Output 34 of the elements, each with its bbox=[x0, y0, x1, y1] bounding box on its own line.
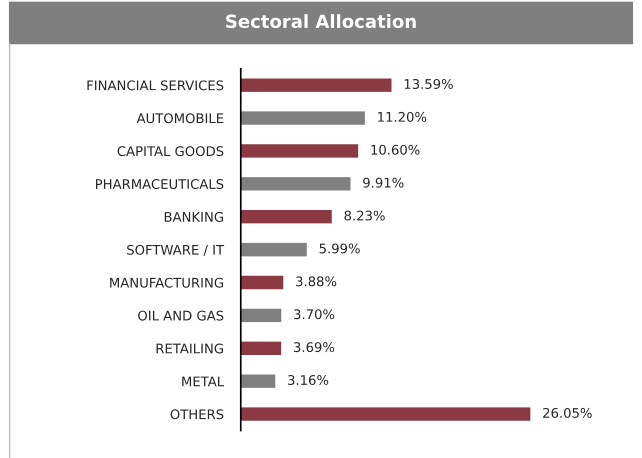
data-label: 26.05% bbox=[543, 408, 592, 418]
data-label: 8.23% bbox=[344, 210, 385, 221]
bar bbox=[240, 340, 283, 356]
y-tick-label: OTHERS bbox=[170, 409, 224, 420]
data-label: 3.70% bbox=[294, 309, 334, 320]
data-label: 11.20% bbox=[378, 112, 426, 122]
bar bbox=[240, 274, 285, 291]
y-tick-label: METAL bbox=[182, 376, 224, 386]
y-tick-label: BANKING bbox=[164, 212, 223, 222]
bar bbox=[240, 142, 360, 160]
data-label: 3.16% bbox=[288, 375, 328, 386]
y-tick-label: RETAILING bbox=[156, 344, 223, 354]
y-tick-label: AUTOMOBILE bbox=[136, 113, 224, 124]
data-label: 10.60% bbox=[371, 144, 420, 155]
y-tick-label: SOFTWARE / IT bbox=[127, 244, 224, 256]
data-label: 3.69% bbox=[294, 342, 334, 352]
bar bbox=[240, 77, 393, 94]
y-tick-label: PHARMACEUTICALS bbox=[96, 179, 224, 190]
bar bbox=[240, 406, 532, 422]
bar bbox=[240, 242, 308, 258]
chart-title: Sectoral Allocation bbox=[226, 14, 416, 28]
bar bbox=[240, 373, 277, 390]
bar bbox=[240, 176, 352, 192]
bar bbox=[240, 307, 283, 324]
bar bbox=[240, 110, 366, 126]
y-tick-label: MANUFACTURING bbox=[110, 278, 223, 288]
bar bbox=[240, 208, 334, 225]
y-tick-label: FINANCIAL SERVICES bbox=[87, 80, 224, 90]
data-label: 3.88% bbox=[296, 276, 336, 286]
data-label: 9.91% bbox=[363, 178, 404, 188]
y-tick-label: OIL AND GAS bbox=[138, 310, 224, 321]
y-tick-label: CAPITAL GOODS bbox=[118, 146, 224, 156]
data-label: 13.59% bbox=[404, 78, 453, 89]
data-label: 5.99% bbox=[320, 243, 360, 254]
